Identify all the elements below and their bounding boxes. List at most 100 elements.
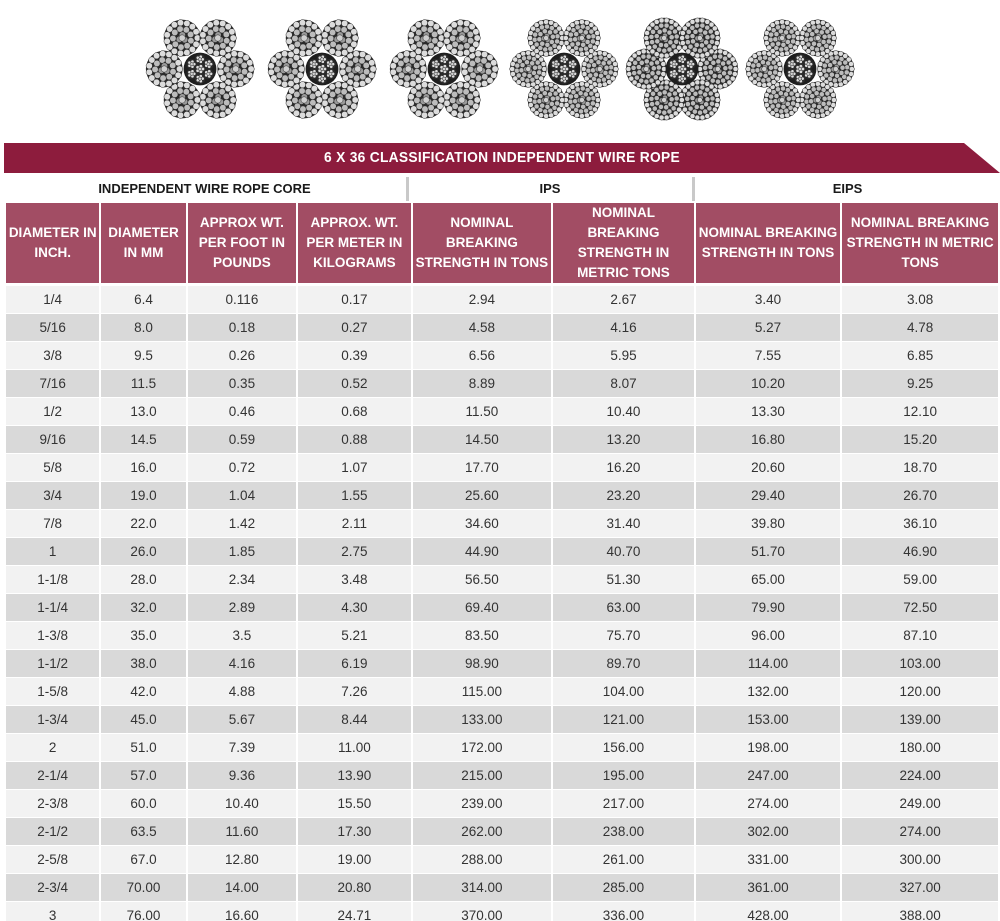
- table-cell: 19.0: [101, 482, 186, 510]
- table-cell: 195.00: [553, 762, 694, 790]
- table-cell: 11.60: [187, 818, 297, 846]
- rope-specs-table: DIAMETER IN INCH. DIAMETER IN MM APPROX …: [4, 203, 1000, 921]
- table-row: 1/2 13.0 0.46 0.68 11.50 10.40 13.30 12.10: [6, 398, 998, 426]
- table-cell: 1.04: [187, 482, 297, 510]
- table-cell: 16.0: [101, 454, 186, 482]
- table-cell: 0.26: [187, 342, 297, 370]
- table-cell: 3.40: [695, 286, 841, 314]
- table-cell: 10.40: [187, 790, 297, 818]
- table-cell: 5/16: [6, 314, 100, 342]
- table-cell: 24.71: [298, 902, 411, 921]
- table-cell: 336.00: [553, 902, 694, 921]
- table-cell: 69.40: [412, 594, 552, 622]
- table-cell: 5.67: [187, 706, 297, 734]
- table-cell: 215.00: [412, 762, 552, 790]
- table-row: 1-1/8 28.0 2.34 3.48 56.50 51.30 65.00 59.00: [6, 566, 998, 594]
- table-row: 2-3/8 60.0 10.40 15.50 239.00 217.00 274.00 249…: [6, 790, 998, 818]
- table-cell: 3.48: [298, 566, 411, 594]
- table-cell: 120.00: [842, 678, 998, 706]
- group-divider: [406, 177, 409, 201]
- col-weight-per-meter: APPROX. WT. PER METER IN KILOGRAMS: [298, 203, 411, 286]
- table-cell: 3/4: [6, 482, 100, 510]
- table-cell: 67.0: [101, 846, 186, 874]
- table-cell: 89.70: [553, 650, 694, 678]
- table-cell: 274.00: [842, 818, 998, 846]
- table-cell: 4.16: [187, 650, 297, 678]
- table-cell: 23.20: [553, 482, 694, 510]
- table-cell: 156.00: [553, 734, 694, 762]
- rope-cross-section-6: [745, 19, 855, 119]
- table-cell: 331.00: [695, 846, 841, 874]
- group-header-row: INDEPENDENT WIRE ROPE CORE IPS EIPS: [4, 177, 1000, 201]
- table-cell: 38.0: [101, 650, 186, 678]
- table-cell: 1/2: [6, 398, 100, 426]
- group-header-ips: IPS: [409, 177, 691, 201]
- table-cell: 46.90: [842, 538, 998, 566]
- table-cell: 51.0: [101, 734, 186, 762]
- table-cell: 0.17: [298, 286, 411, 314]
- table-cell: 96.00: [695, 622, 841, 650]
- table-row: 5/8 16.0 0.72 1.07 17.70 16.20 20.60 18.70: [6, 454, 998, 482]
- table-cell: 9.36: [187, 762, 297, 790]
- table-cell: 31.40: [553, 510, 694, 538]
- table-cell: 2.89: [187, 594, 297, 622]
- group-header-eips: EIPS: [695, 177, 1000, 201]
- table-cell: 9.25: [842, 370, 998, 398]
- table-cell: 2-1/4: [6, 762, 100, 790]
- table-row: 1 26.0 1.85 2.75 44.90 40.70 51.70 46.90: [6, 538, 998, 566]
- table-cell: 44.90: [412, 538, 552, 566]
- table-row: 9/16 14.5 0.59 0.88 14.50 13.20 16.80 15.20: [6, 426, 998, 454]
- table-cell: 57.0: [101, 762, 186, 790]
- table-cell: 3.5: [187, 622, 297, 650]
- table-row: 3/4 19.0 1.04 1.55 25.60 23.20 29.40 26.70: [6, 482, 998, 510]
- table-cell: 1/4: [6, 286, 100, 314]
- table-cell: 14.00: [187, 874, 297, 902]
- table-cell: 2: [6, 734, 100, 762]
- table-cell: 1-3/8: [6, 622, 100, 650]
- table-cell: 2-5/8: [6, 846, 100, 874]
- table-cell: 12.80: [187, 846, 297, 874]
- table-cell: 51.30: [553, 566, 694, 594]
- table-cell: 3: [6, 902, 100, 921]
- table-cell: 8.89: [412, 370, 552, 398]
- table-row: 3 76.00 16.60 24.71 370.00 336.00 428.00 388.00: [6, 902, 998, 921]
- table-cell: 63.00: [553, 594, 694, 622]
- table-cell: 5.27: [695, 314, 841, 342]
- table-cell: 104.00: [553, 678, 694, 706]
- table-cell: 5/8: [6, 454, 100, 482]
- table-cell: 16.80: [695, 426, 841, 454]
- table-cell: 14.50: [412, 426, 552, 454]
- table-cell: 7.26: [298, 678, 411, 706]
- classification-banner: 6 X 36 CLASSIFICATION INDEPENDENT WIRE R…: [4, 143, 1000, 173]
- table-cell: 11.5: [101, 370, 186, 398]
- rope-cross-section-2: [267, 19, 377, 119]
- table-cell: 2.11: [298, 510, 411, 538]
- table-cell: 0.59: [187, 426, 297, 454]
- table-cell: 224.00: [842, 762, 998, 790]
- table-cell: 16.60: [187, 902, 297, 921]
- table-cell: 9.5: [101, 342, 186, 370]
- table-cell: 36.10: [842, 510, 998, 538]
- table-cell: 75.70: [553, 622, 694, 650]
- table-cell: 2.34: [187, 566, 297, 594]
- table-cell: 20.80: [298, 874, 411, 902]
- table-cell: 0.27: [298, 314, 411, 342]
- table-cell: 0.35: [187, 370, 297, 398]
- table-cell: 40.70: [553, 538, 694, 566]
- table-cell: 10.40: [553, 398, 694, 426]
- table-cell: 1.42: [187, 510, 297, 538]
- table-row: 2-1/4 57.0 9.36 13.90 215.00 195.00 247.00 224.…: [6, 762, 998, 790]
- table-cell: 2.94: [412, 286, 552, 314]
- table-cell: 7/16: [6, 370, 100, 398]
- table-cell: 7.39: [187, 734, 297, 762]
- table-cell: 25.60: [412, 482, 552, 510]
- rope-cross-section-1: [145, 19, 255, 119]
- table-cell: 121.00: [553, 706, 694, 734]
- table-row: 1/4 6.4 0.116 0.17 2.94 2.67 3.40 3.08: [6, 286, 998, 314]
- table-cell: 0.18: [187, 314, 297, 342]
- table-row: 2-1/2 63.5 11.60 17.30 262.00 238.00 302.00 274…: [6, 818, 998, 846]
- col-diameter-mm: DIAMETER IN MM: [101, 203, 186, 286]
- table-cell: 15.20: [842, 426, 998, 454]
- table-cell: 314.00: [412, 874, 552, 902]
- table-cell: 35.0: [101, 622, 186, 650]
